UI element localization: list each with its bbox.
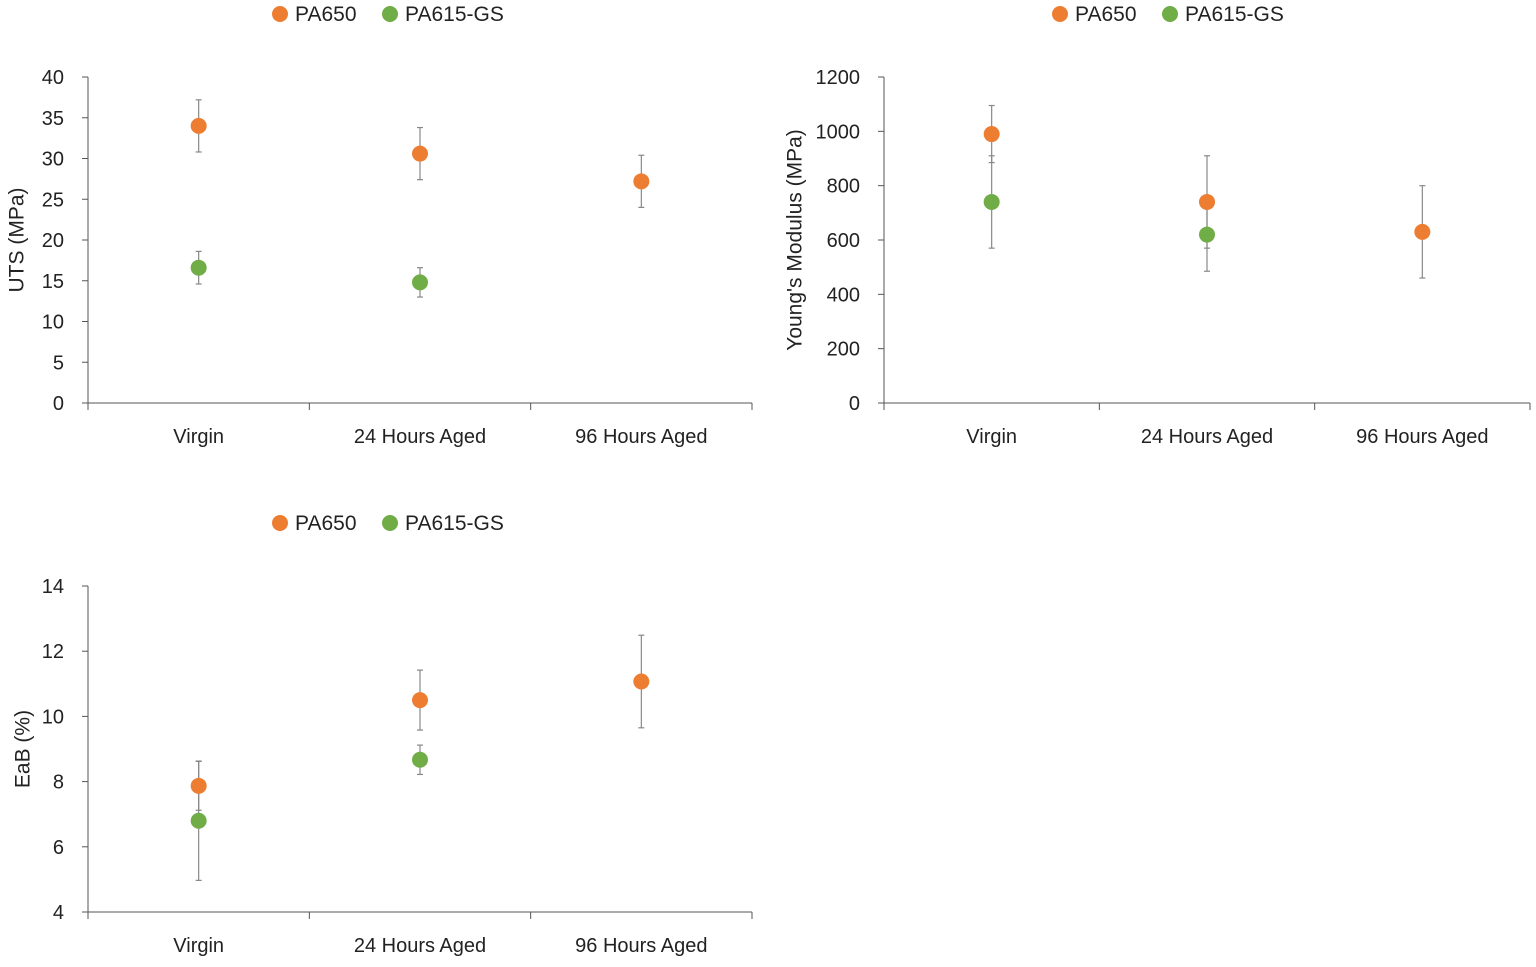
y-tick-label: 14: [42, 576, 64, 598]
data-point-pa650: [1414, 223, 1431, 240]
legend-marker-pa615-gs: [382, 515, 398, 531]
y-tick-label: 8: [53, 772, 64, 794]
data-point-pa650: [412, 692, 428, 709]
y-tick-label: 5: [53, 352, 64, 374]
y-tick-label: 800: [827, 176, 860, 198]
uts-chart-panel: PA650 PA615-GS 0 5 10 15 20 25 30 35 40 Virgin 24 Ho…: [0, 0, 770, 470]
y-tick-label: 30: [42, 149, 64, 171]
data-point-pa650: [983, 126, 1000, 143]
data-point-pa650: [633, 673, 650, 690]
data-point-pa615-gs: [983, 193, 1000, 210]
legend-label-pa615-gs: PA615-GS: [1185, 3, 1284, 26]
y-tick-label: 40: [42, 67, 64, 89]
x-tick-label: 96 Hours Aged: [575, 935, 707, 957]
y-tick-label: 0: [53, 393, 64, 415]
data-point-pa615-gs: [412, 751, 428, 768]
data-point-pa615-gs: [412, 274, 428, 291]
x-tick-label: Virgin: [173, 935, 224, 957]
legend-marker-pa650: [1052, 6, 1068, 22]
y-tick-label: 20: [42, 230, 64, 252]
data-point-pa650: [1199, 193, 1215, 210]
data-point-pa615-gs: [1199, 226, 1215, 243]
x-tick-label: 24 Hours Aged: [354, 935, 486, 957]
data-point-pa650: [633, 173, 650, 190]
legend-label-pa615-gs: PA615-GS: [405, 512, 504, 535]
x-tick-label: 24 Hours Aged: [1141, 426, 1273, 448]
y-tick-label: 12: [42, 641, 64, 663]
youngs-modulus-chart-panel: PA650 PA615-GS 0 200 400 600 800 1000 1200 Virgin…: [770, 0, 1536, 470]
y-tick-label: 1000: [816, 121, 861, 143]
y-tick-label: 0: [849, 393, 860, 415]
uts-chart: PA650 PA615-GS 0 5 10 15 20 25 30 35 40 Virgin 24 Ho…: [6, 3, 753, 448]
x-tick-label: 96 Hours Aged: [1356, 426, 1488, 448]
legend-marker-pa650: [272, 515, 288, 531]
x-tick-label: Virgin: [173, 426, 224, 448]
x-tick-label: Virgin: [966, 426, 1017, 448]
y-tick-label: 6: [53, 837, 64, 859]
legend-label-pa615-gs: PA615-GS: [405, 3, 504, 26]
y-tick-label: 10: [42, 312, 64, 334]
x-tick-label: 24 Hours Aged: [354, 426, 486, 448]
y-tick-label: 400: [827, 284, 860, 306]
legend-marker-pa615-gs: [382, 6, 398, 22]
eab-chart: PA650 PA615-GS 4 6 8 10 12 14 Virgin 24 Hours Age…: [12, 512, 753, 957]
y-tick-label: 4: [53, 902, 64, 924]
data-point-pa650: [190, 117, 207, 134]
youngs-modulus-chart: PA650 PA615-GS 0 200 400 600 800 1000 1200 Virgin…: [784, 3, 1531, 448]
legend-label-pa650: PA650: [295, 512, 357, 535]
y-axis-title: UTS (MPa): [6, 188, 29, 293]
y-tick-label: 600: [827, 230, 860, 252]
data-point-pa650: [412, 145, 428, 162]
legend-label-pa650: PA650: [295, 3, 357, 26]
eab-chart-panel: PA650 PA615-GS 4 6 8 10 12 14 Virgin 24 Hours Age…: [0, 500, 770, 967]
data-point-pa650: [190, 777, 207, 794]
legend-label-pa650: PA650: [1075, 3, 1137, 26]
data-point-pa615-gs: [190, 812, 207, 829]
y-tick-label: 1200: [816, 67, 861, 89]
x-tick-label: 96 Hours Aged: [575, 426, 707, 448]
legend-marker-pa615-gs: [1162, 6, 1178, 22]
y-tick-label: 10: [42, 706, 64, 728]
y-axis-title: Young's Modulus (MPa): [784, 129, 807, 351]
data-point-pa615-gs: [190, 259, 207, 276]
legend-marker-pa650: [272, 6, 288, 22]
y-axis-title: EaB (%): [12, 710, 35, 788]
y-tick-label: 25: [42, 189, 64, 211]
y-tick-label: 200: [827, 339, 860, 361]
y-tick-label: 35: [42, 108, 64, 130]
y-tick-label: 15: [42, 271, 64, 293]
